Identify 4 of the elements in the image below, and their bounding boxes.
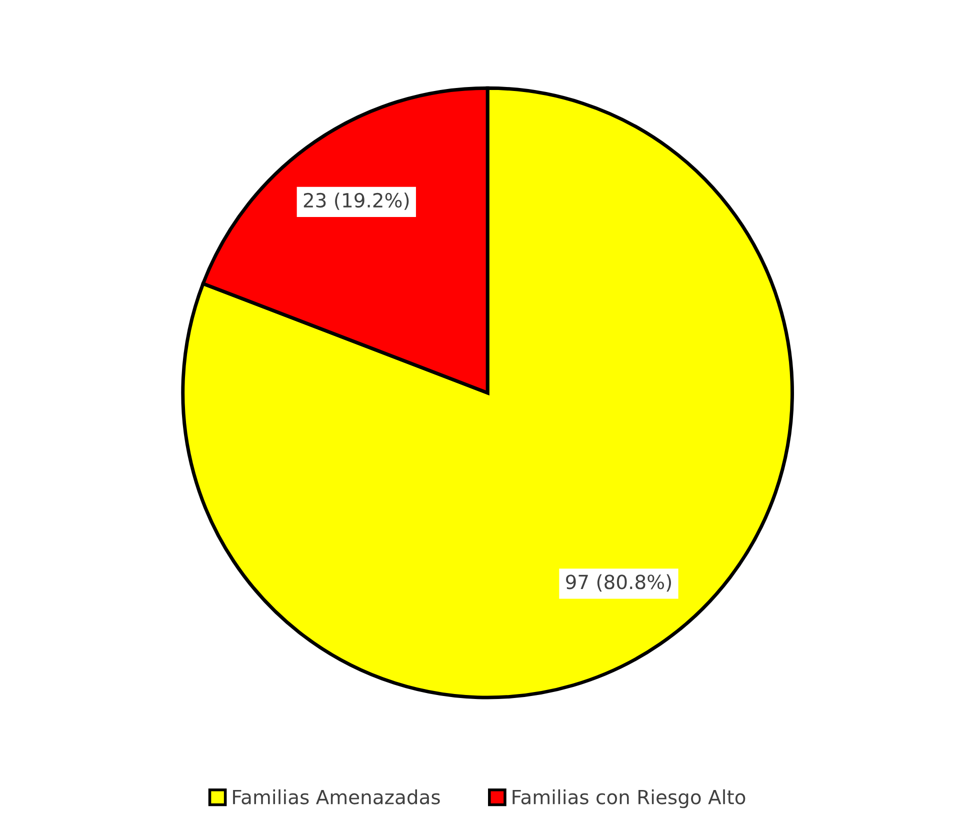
data-label: 23 (19.2%): [304, 192, 409, 210]
legend-label: Familias Amenazadas: [233, 789, 440, 804]
data-label: 97 (80.8%): [566, 574, 671, 592]
legend-label: Familias con Riesgo Alto: [512, 789, 746, 808]
